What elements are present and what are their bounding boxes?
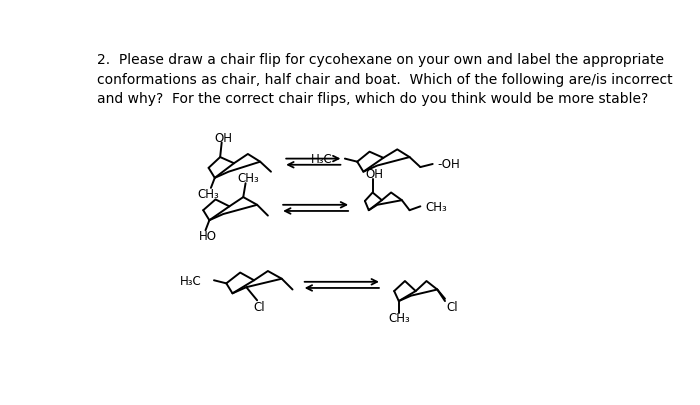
Text: CH₃: CH₃ — [238, 171, 260, 184]
Text: HO: HO — [199, 230, 218, 243]
Text: OH: OH — [365, 167, 383, 180]
Text: 2.  Please draw a chair flip for cycohexane on your own and label the appropriat: 2. Please draw a chair flip for cycohexa… — [97, 53, 673, 106]
Text: CH₃: CH₃ — [388, 312, 409, 325]
Text: CH₃: CH₃ — [197, 187, 220, 200]
Text: -OH: -OH — [438, 158, 460, 171]
Text: CH₃: CH₃ — [425, 200, 447, 213]
Text: Cl: Cl — [253, 300, 265, 313]
Text: Cl: Cl — [447, 300, 459, 313]
Text: OH: OH — [214, 132, 232, 145]
Text: H₃C: H₃C — [311, 153, 332, 166]
Text: H₃C: H₃C — [180, 274, 202, 287]
